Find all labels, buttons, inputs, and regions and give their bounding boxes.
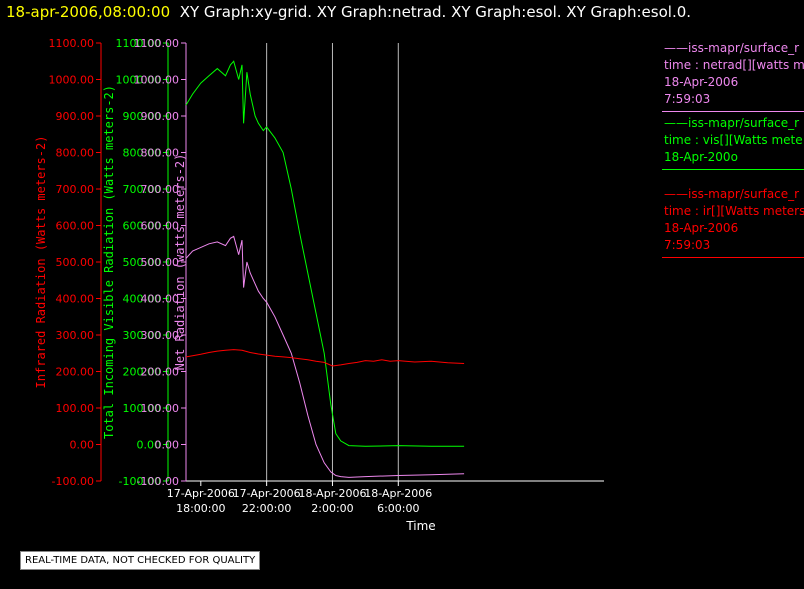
x-tick-label: 17-Apr-2006 <box>233 487 301 500</box>
legend-separator <box>662 169 804 170</box>
y-axis-label: Infrared Radiation (Watts meters-2) <box>34 136 48 389</box>
x-tick-label: 2:00:00 <box>311 502 353 515</box>
y-tick-label: 600.00 <box>56 220 95 233</box>
y-tick-label: 400.00 <box>123 293 162 306</box>
y-tick-label: 700.00 <box>56 183 95 196</box>
y-tick-label: 800.00 <box>123 147 162 160</box>
series-line-1 <box>185 235 465 478</box>
y-tick-label: 1000.00 <box>134 74 180 87</box>
legend-line: 18-Apr-200o <box>664 150 738 164</box>
y-tick-label: 300.00 <box>141 329 180 342</box>
y-tick-label: 500.00 <box>123 256 162 269</box>
y-axis-label: Net Radiation (watts meters-2) <box>173 154 187 371</box>
quality-notice: REAL-TIME DATA, NOT CHECKED FOR QUALITY <box>20 551 261 570</box>
y-tick-label: 600.00 <box>123 220 162 233</box>
legend-separator <box>662 257 804 258</box>
legend-line: ——iss-mapr/surface_r <box>664 187 800 201</box>
legend-separator <box>662 111 804 112</box>
legend-line: 7:59:03 <box>664 92 711 106</box>
y-tick-label: -100.00 <box>137 475 179 488</box>
y-tick-label: -100.00 <box>119 475 161 488</box>
y-tick-label: 400.00 <box>56 293 95 306</box>
y-tick-label: 800.00 <box>56 147 95 160</box>
y-tick-label: 600.00 <box>141 220 180 233</box>
header-title: 18-apr-2006,08:00:00 XY Graph:xy-grid. X… <box>6 3 691 21</box>
legend-line: 18-Apr-2006 <box>664 75 739 89</box>
y-tick-label: -100.00 <box>52 475 94 488</box>
y-tick-label: 1100.00 <box>134 37 180 50</box>
x-tick-label: 22:00:00 <box>242 502 291 515</box>
y-tick-label: 400.00 <box>141 293 180 306</box>
y-tick-label: 300.00 <box>123 329 162 342</box>
y-tick-label: 900.00 <box>141 110 180 123</box>
y-tick-label: 100.00 <box>141 402 180 415</box>
axes-layer: 17-Apr-2006 18:00:00 17-Apr-2006 22:00:00 18… <box>34 37 604 533</box>
x-tick-label: 17-Apr-2006 <box>167 487 235 500</box>
y-tick-label: 200.00 <box>141 366 180 379</box>
y-tick-label: 1000.00 <box>116 74 162 87</box>
y-tick-label: 900.00 <box>56 110 95 123</box>
y-tick-label: 300.00 <box>56 329 95 342</box>
legend-line: time : vis[][Watts mete <box>664 133 803 147</box>
legend-line: 18-Apr-2006 <box>664 221 739 235</box>
y-tick-label: 1100.00 <box>116 37 162 50</box>
series-line-0 <box>185 60 465 447</box>
y-tick-label: 500.00 <box>56 256 95 269</box>
legend-line: ——iss-mapr/surface_r <box>664 41 800 55</box>
legend-line: ——iss-mapr/surface_r <box>664 116 800 130</box>
legend-line: time : netrad[][watts m <box>664 58 804 72</box>
y-axis-label: Total Incoming Visible Radiation (Watts … <box>102 85 116 439</box>
series-layer <box>185 60 465 478</box>
legend-line: 7:59:03 <box>664 238 711 252</box>
x-tick-label: 18-Apr-2006 <box>364 487 432 500</box>
x-tick-label: 6:00:00 <box>377 502 419 515</box>
x-axis-label: Time <box>405 519 435 533</box>
y-tick-label: 1100.00 <box>49 37 95 50</box>
y-tick-label: 0.00 <box>70 439 95 452</box>
y-tick-label: 0.00 <box>137 439 162 452</box>
y-tick-label: 200.00 <box>123 366 162 379</box>
header-graph-list: XY Graph:xy-grid. XY Graph:netrad. XY Gr… <box>179 3 692 21</box>
y-tick-label: 700.00 <box>123 183 162 196</box>
y-tick-label: 200.00 <box>56 366 95 379</box>
y-tick-label: 700.00 <box>141 183 180 196</box>
legend-line: time : ir[][Watts meters <box>664 204 804 218</box>
y-tick-label: 1000.00 <box>49 74 95 87</box>
header-timestamp: 18-apr-2006,08:00:00 <box>6 3 171 21</box>
y-tick-label: 100.00 <box>123 402 162 415</box>
y-tick-label: 800.00 <box>141 147 180 160</box>
grid-layer <box>266 43 399 481</box>
y-tick-label: 100.00 <box>56 402 95 415</box>
x-tick-label: 18-Apr-2006 <box>298 487 366 500</box>
series-line-2 <box>185 349 465 367</box>
y-tick-label: 0.00 <box>155 439 180 452</box>
y-tick-label: 500.00 <box>141 256 180 269</box>
y-tick-label: 900.00 <box>123 110 162 123</box>
x-tick-label: 18:00:00 <box>176 502 225 515</box>
